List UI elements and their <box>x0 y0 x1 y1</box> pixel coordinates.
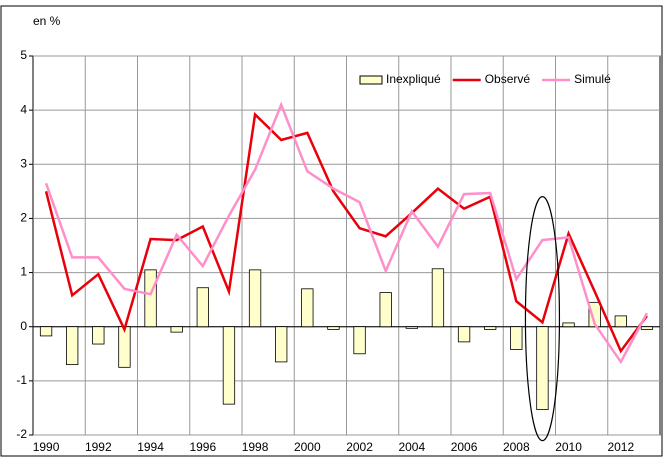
x-tick-label: 2012 <box>607 440 634 454</box>
bar <box>353 326 366 355</box>
bar <box>457 326 471 343</box>
x-tick-label: 1994 <box>137 440 164 454</box>
bar <box>66 326 79 366</box>
x-tick-label: 2008 <box>503 440 530 454</box>
bar <box>431 268 445 328</box>
bar <box>248 269 262 328</box>
bar <box>640 326 654 330</box>
x-tick-label: 1998 <box>242 440 269 454</box>
y-tick-label: 2 <box>20 211 27 225</box>
legend-swatch <box>359 75 383 85</box>
x-tick-label: 2000 <box>294 440 321 454</box>
bar <box>301 288 314 328</box>
bar <box>170 326 183 333</box>
y-tick-label: -2 <box>16 427 27 441</box>
x-tick-label: 2004 <box>398 440 425 454</box>
bar <box>196 287 209 328</box>
bar <box>510 326 523 350</box>
bar <box>562 322 575 328</box>
y-tick-label: 1 <box>20 265 27 279</box>
legend-label: Simulé <box>574 72 611 86</box>
x-tick-label: 1992 <box>85 440 112 454</box>
line <box>44 101 649 365</box>
y-tick-label: 3 <box>20 156 27 170</box>
y-tick-label: 5 <box>20 48 27 62</box>
bar <box>222 326 236 405</box>
bar <box>614 315 627 328</box>
bar <box>405 326 418 329</box>
x-tick-label: 1996 <box>189 440 216 454</box>
bar <box>118 326 131 368</box>
bar <box>275 326 288 363</box>
bar <box>92 326 105 345</box>
line <box>44 111 648 354</box>
y-tick-label: 4 <box>20 102 27 116</box>
legend-label: Observé <box>485 72 531 86</box>
bar <box>327 326 340 330</box>
y-axis-label: en % <box>33 14 61 28</box>
frame <box>0 5 663 457</box>
legend-label: Inexpliqué <box>386 72 441 86</box>
bar <box>144 269 157 328</box>
bar <box>588 301 601 328</box>
y-tick-label: 0 <box>20 319 27 333</box>
bar <box>484 326 497 330</box>
bar <box>536 326 549 410</box>
bar <box>379 292 392 328</box>
x-tick-label: 2010 <box>555 440 582 454</box>
highlight-ellipse <box>524 195 561 442</box>
x-tick-label: 2006 <box>451 440 478 454</box>
y-tick-label: -1 <box>16 373 27 387</box>
x-tick-label: 2002 <box>346 440 373 454</box>
bar <box>39 326 53 337</box>
x-tick-label: 1990 <box>33 440 60 454</box>
